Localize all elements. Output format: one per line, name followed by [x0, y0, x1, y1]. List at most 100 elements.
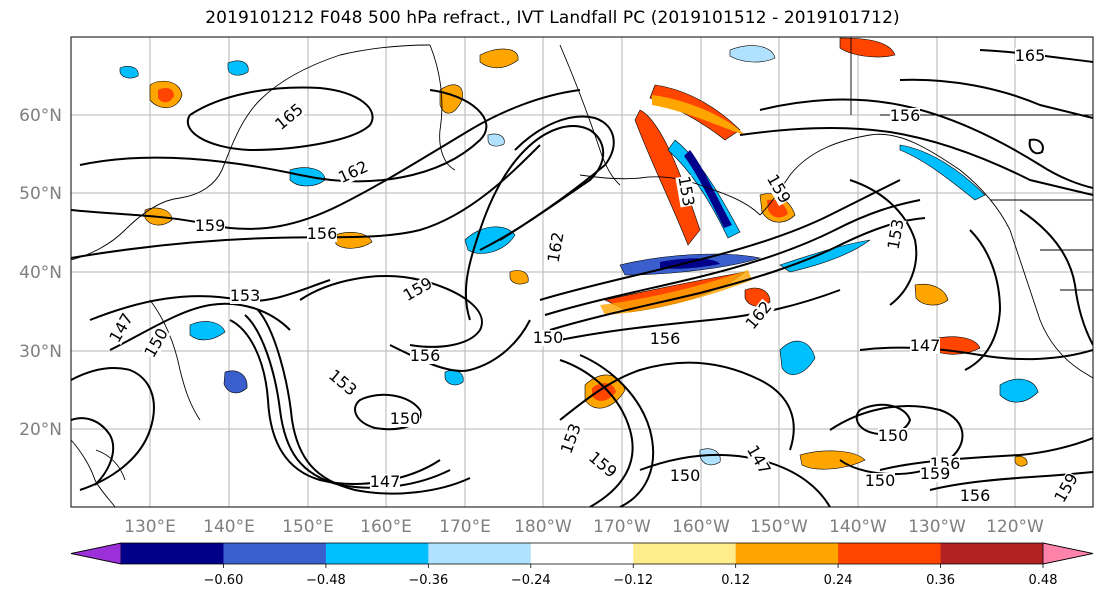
colorbar-segment [633, 543, 737, 564]
colorbar-segment [121, 543, 224, 564]
contour-label: 147 [910, 336, 941, 355]
positive-patch-east-4 [914, 283, 949, 306]
contour-label-bg [743, 298, 775, 333]
contour-label: 165 [1015, 46, 1046, 65]
colorbar-tick-label: 0.12 [721, 573, 750, 588]
longitude-label: 170°W [593, 517, 651, 537]
positive-patch-misc-3 [509, 270, 529, 285]
latitude-label: 40°N [19, 263, 62, 283]
latitude-label: 30°N [19, 342, 62, 362]
negative-patch-misc-5 [699, 448, 721, 466]
latitude-label: 20°N [19, 420, 62, 440]
contour-label: 150 [670, 466, 701, 485]
contour-label-bg [878, 428, 908, 444]
positive-patch-w-pacific-core [158, 88, 174, 103]
contour-150-west [109, 302, 291, 351]
contour-label-bg [865, 473, 895, 489]
colorbar-segment [223, 543, 327, 564]
colorbar [70, 542, 1094, 565]
contour-147-east [859, 346, 1093, 361]
negative-patch-nw-coast [899, 144, 986, 201]
contour-label-bg [558, 421, 584, 456]
map-frame [70, 36, 1094, 508]
contour-label-bg [910, 338, 940, 354]
longitude-label: 130°W [908, 517, 966, 537]
contour-label-bg [675, 175, 697, 208]
contour-162-ne [899, 78, 1093, 119]
contour-159-east [929, 471, 1093, 491]
contour-label-bg [885, 218, 907, 251]
contour-central-bend-2 [579, 354, 655, 507]
contour-label-bg [307, 226, 337, 242]
longitude-label: 130°E [124, 517, 176, 537]
contour-central-bend [559, 359, 634, 507]
positive-patch-misc-4 [1014, 456, 1028, 467]
contour-label-bg [545, 231, 567, 264]
contour-label: 147 [370, 472, 401, 491]
colorbar-tick-label: 0.36 [926, 573, 955, 588]
contour-165-north [187, 86, 374, 152]
strong-negative-anomaly-alaska [684, 150, 732, 228]
contour-label-bg [142, 326, 171, 360]
contour-label: 159 [920, 464, 951, 483]
longitude-label: 140°W [829, 517, 887, 537]
contour-sw-2 [71, 417, 115, 486]
contour-label-bg [670, 468, 700, 484]
longitude-label: 150°W [750, 517, 808, 537]
contour-label: 156 [890, 106, 921, 125]
contour-label-bg [890, 108, 920, 124]
colorbar-tick-label: 0.24 [824, 573, 853, 588]
contour-label: 156 [410, 346, 441, 365]
colorbar-tick-labels: −0.60 −0.48 −0.36 −0.24 −0.12 0.12 0.24 0.36 0.4… [204, 564, 1057, 588]
contour-label-bg [401, 275, 435, 304]
contour-label-bg [230, 288, 260, 304]
negative-patch-east-1 [779, 340, 816, 375]
colorbar-segment [838, 543, 942, 564]
contour-label-bg [390, 411, 420, 427]
longitude-labels: 130°E 140°E 150°E 160°E 170°E 180°W 170°W 160°W… [124, 517, 1044, 537]
contour-label-bg [960, 488, 990, 504]
contour-jet-2 [499, 115, 615, 241]
longitude-label: 180°W [514, 517, 572, 537]
colorbar-arrow-right [1042, 542, 1094, 565]
contour-loop-east [1028, 138, 1044, 155]
contour-147-central [299, 275, 483, 348]
contour-label: 150 [533, 328, 564, 347]
contour-label-bg [272, 101, 307, 133]
colorbar-tick-label: −0.36 [408, 573, 448, 588]
contour-label-bg [920, 466, 950, 482]
longitude-label: 140°E [203, 517, 255, 537]
positive-anomaly-central-pacific-edge [600, 270, 752, 315]
colorbar-tick-label: −0.48 [306, 573, 346, 588]
negative-patch-nw-pacific-1 [464, 226, 516, 254]
positive-patch-nw-america-core [767, 199, 788, 218]
contour-label-bg [107, 311, 136, 345]
latitude-label: 60°N [19, 106, 62, 126]
map-title: 2019101212 F048 500 hPa refract., IVT La… [205, 8, 900, 28]
positive-patch-canada [839, 37, 896, 58]
contour-label-bg [370, 474, 400, 490]
contour-jet-4 [544, 199, 921, 316]
contour-label-bg [764, 172, 793, 206]
negative-patch-alaska-coast [729, 45, 776, 63]
contour-jet-3 [539, 179, 901, 301]
colorbar-segment [530, 543, 634, 564]
contour-label-bg [744, 443, 773, 477]
positive-patch-kamchatka [479, 48, 519, 69]
longitude-label: 160°W [672, 517, 730, 537]
contour-label: 159 [195, 216, 226, 235]
contour-label: 153 [230, 286, 261, 305]
contour-jet-5 [549, 217, 926, 331]
latitude-labels: 60°N 50°N 40°N 30°N 20°N [19, 106, 62, 440]
contour-east-2 [964, 229, 1002, 371]
negative-patch-misc-1 [227, 60, 249, 76]
colorbar-tick-label: −0.24 [511, 573, 551, 588]
negative-patch-w-pacific-4 [223, 370, 248, 394]
contour-153-ne [849, 179, 918, 306]
contour-label: 156 [307, 224, 338, 243]
negative-patch-misc-3 [487, 133, 505, 147]
positive-anomaly-ring [652, 95, 745, 135]
contour-label-bg [585, 449, 620, 481]
